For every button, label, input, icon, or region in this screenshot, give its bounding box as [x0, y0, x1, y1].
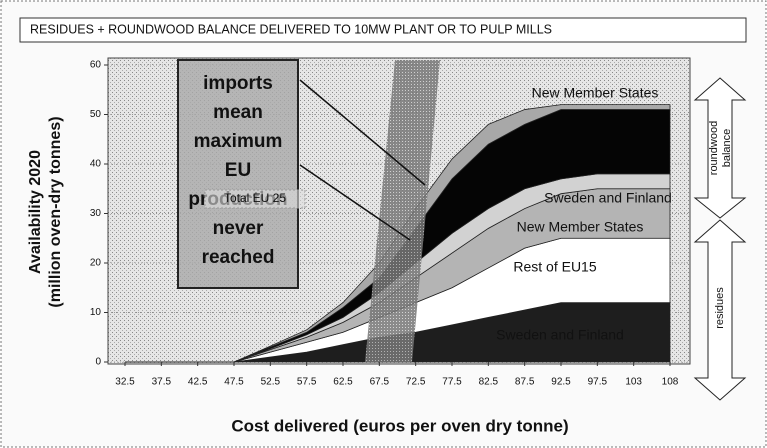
roundwood-label: balance — [721, 129, 733, 168]
annotation: EU — [225, 160, 251, 181]
x-tick-label: 82.5 — [479, 377, 499, 388]
y-tick-label: 20 — [90, 258, 102, 269]
x-tick-label: 67.5 — [370, 377, 390, 388]
y-axis-label: (million oven-dry tonnes) — [47, 116, 64, 307]
x-tick-label: 103 — [625, 377, 642, 388]
y-tick-label: 0 — [95, 357, 101, 368]
x-axis-label: Cost delivered (euros per oven dry tonne… — [231, 416, 568, 435]
pointer — [299, 164, 411, 241]
series-label: New Member States — [517, 219, 644, 235]
y-tick-label: 10 — [90, 307, 102, 318]
y-tick-label: 40 — [90, 159, 102, 170]
series-label: Sweden and Finland — [544, 190, 672, 206]
annotation: mean — [213, 102, 263, 123]
residues-label: residues — [714, 287, 726, 329]
x-tick-label: 77.5 — [442, 377, 462, 388]
annotation: imports — [203, 73, 273, 94]
total-box — [204, 189, 306, 209]
x-tick-label: 62.5 — [333, 377, 353, 388]
x-tick-label: 108 — [662, 377, 679, 388]
x-tick-label: 87.5 — [515, 377, 535, 388]
annotation-box — [177, 59, 299, 289]
title-box — [19, 17, 747, 43]
y-tick-label: 30 — [90, 208, 102, 219]
y-tick-label: 50 — [90, 109, 102, 120]
residues-arrow — [693, 219, 747, 401]
x-tick-label: 37.5 — [152, 377, 172, 388]
x-tick-label: 52.5 — [261, 377, 281, 388]
import-band — [365, 60, 440, 362]
annotation: maximum — [194, 131, 283, 152]
x-tick-label: 92.5 — [551, 377, 571, 388]
area — [125, 104, 671, 363]
roundwood-label: roundwood — [708, 121, 720, 175]
total-label: Total EU 25 — [224, 191, 286, 205]
y-axis-label: Availability 2020 — [27, 150, 44, 274]
x-tick-label: 97.5 — [588, 377, 608, 388]
x-tick-label: 72.5 — [406, 377, 426, 388]
annotation: never — [213, 218, 264, 239]
series-label: Rest of EU15 — [513, 259, 596, 275]
chart-title: RESIDUES + ROUNDWOOD BALANCE DELIVERED T… — [30, 22, 552, 36]
x-tick-label: 47.5 — [224, 377, 244, 388]
series-label: New Member States — [532, 85, 659, 101]
annotation: reached — [202, 247, 275, 268]
x-tick-label: 57.5 — [297, 377, 317, 388]
series-label: Sweden and Finland — [496, 327, 624, 343]
x-tick-label: 42.5 — [188, 377, 208, 388]
roundwood-arrow — [693, 77, 747, 219]
y-tick-label: 60 — [90, 60, 102, 71]
pointer — [299, 79, 426, 186]
x-tick-label: 32.5 — [115, 377, 135, 388]
